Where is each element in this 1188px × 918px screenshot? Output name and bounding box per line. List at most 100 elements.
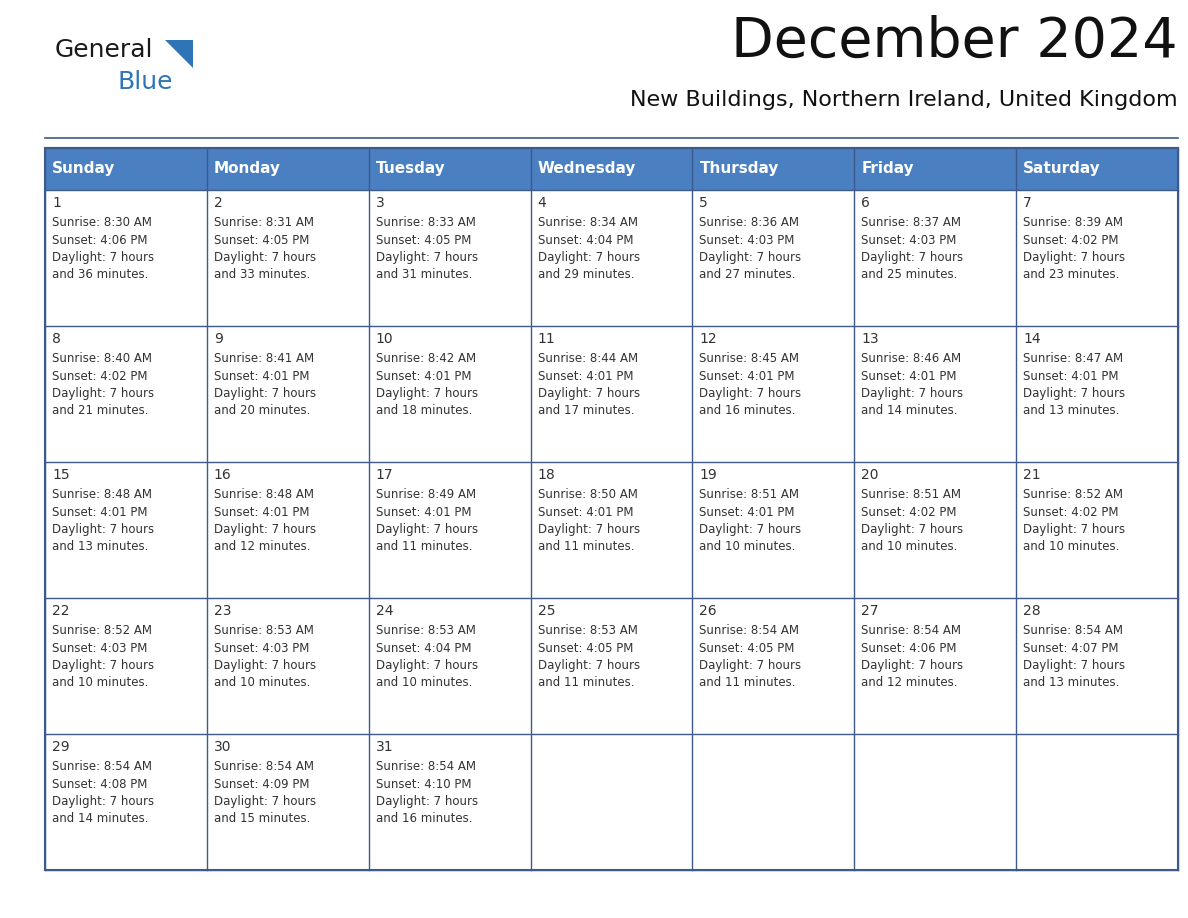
Text: Daylight: 7 hours: Daylight: 7 hours (375, 387, 478, 400)
Text: and 11 minutes.: and 11 minutes. (538, 677, 634, 689)
Text: Daylight: 7 hours: Daylight: 7 hours (214, 523, 316, 536)
Text: Daylight: 7 hours: Daylight: 7 hours (1023, 523, 1125, 536)
Text: December 2024: December 2024 (732, 15, 1178, 69)
Text: 15: 15 (52, 468, 70, 482)
Bar (693, 148, 854, 190)
Text: Daylight: 7 hours: Daylight: 7 hours (52, 523, 154, 536)
Text: Sunset: 4:09 PM: Sunset: 4:09 PM (214, 778, 309, 790)
Text: Sunset: 4:01 PM: Sunset: 4:01 PM (538, 370, 633, 383)
Text: 25: 25 (538, 604, 555, 618)
Text: Sunrise: 8:54 AM: Sunrise: 8:54 AM (214, 760, 314, 773)
Text: Sunset: 4:05 PM: Sunset: 4:05 PM (700, 642, 795, 655)
Text: Daylight: 7 hours: Daylight: 7 hours (538, 387, 639, 400)
Text: 9: 9 (214, 332, 222, 346)
Text: and 12 minutes.: and 12 minutes. (214, 541, 310, 554)
Text: Daylight: 7 hours: Daylight: 7 hours (861, 523, 963, 536)
Text: Sunrise: 8:51 AM: Sunrise: 8:51 AM (861, 488, 961, 501)
Text: 12: 12 (700, 332, 718, 346)
Bar (45, 148, 207, 190)
Text: Sunset: 4:01 PM: Sunset: 4:01 PM (214, 506, 309, 519)
Text: and 13 minutes.: and 13 minutes. (1023, 677, 1119, 689)
Text: and 16 minutes.: and 16 minutes. (700, 405, 796, 418)
Text: Daylight: 7 hours: Daylight: 7 hours (375, 659, 478, 672)
Text: Sunset: 4:02 PM: Sunset: 4:02 PM (52, 370, 147, 383)
Text: Sunset: 4:01 PM: Sunset: 4:01 PM (538, 506, 633, 519)
Text: Sunrise: 8:54 AM: Sunrise: 8:54 AM (861, 624, 961, 637)
Bar (531, 148, 693, 190)
Text: Daylight: 7 hours: Daylight: 7 hours (861, 387, 963, 400)
Text: Sunset: 4:02 PM: Sunset: 4:02 PM (1023, 233, 1119, 247)
Text: Friday: Friday (861, 162, 914, 176)
Text: Sunrise: 8:30 AM: Sunrise: 8:30 AM (52, 216, 152, 229)
Text: Daylight: 7 hours: Daylight: 7 hours (538, 659, 639, 672)
Text: and 13 minutes.: and 13 minutes. (52, 541, 148, 554)
Text: Sunset: 4:04 PM: Sunset: 4:04 PM (538, 233, 633, 247)
Text: and 27 minutes.: and 27 minutes. (700, 268, 796, 282)
Text: and 31 minutes.: and 31 minutes. (375, 268, 472, 282)
Text: Monday: Monday (214, 162, 280, 176)
Text: Sunrise: 8:46 AM: Sunrise: 8:46 AM (861, 352, 961, 365)
Text: Daylight: 7 hours: Daylight: 7 hours (700, 659, 802, 672)
Text: and 10 minutes.: and 10 minutes. (52, 677, 148, 689)
Text: 1: 1 (52, 196, 61, 210)
Text: Daylight: 7 hours: Daylight: 7 hours (214, 251, 316, 264)
Text: and 18 minutes.: and 18 minutes. (375, 405, 472, 418)
Text: and 10 minutes.: and 10 minutes. (861, 541, 958, 554)
Text: Sunrise: 8:53 AM: Sunrise: 8:53 AM (214, 624, 314, 637)
Text: and 10 minutes.: and 10 minutes. (375, 677, 472, 689)
Text: Sunrise: 8:48 AM: Sunrise: 8:48 AM (52, 488, 152, 501)
Text: Daylight: 7 hours: Daylight: 7 hours (375, 795, 478, 808)
Text: Sunrise: 8:40 AM: Sunrise: 8:40 AM (52, 352, 152, 365)
Text: 16: 16 (214, 468, 232, 482)
Text: Sunrise: 8:54 AM: Sunrise: 8:54 AM (52, 760, 152, 773)
Text: Blue: Blue (116, 70, 172, 94)
Text: Sunrise: 8:52 AM: Sunrise: 8:52 AM (1023, 488, 1123, 501)
Text: and 11 minutes.: and 11 minutes. (700, 677, 796, 689)
Text: and 10 minutes.: and 10 minutes. (700, 541, 796, 554)
Text: 10: 10 (375, 332, 393, 346)
Text: Daylight: 7 hours: Daylight: 7 hours (700, 523, 802, 536)
Text: 30: 30 (214, 740, 232, 754)
Text: Sunset: 4:01 PM: Sunset: 4:01 PM (700, 506, 795, 519)
Text: Sunset: 4:10 PM: Sunset: 4:10 PM (375, 778, 472, 790)
Text: Daylight: 7 hours: Daylight: 7 hours (861, 659, 963, 672)
Text: Sunrise: 8:44 AM: Sunrise: 8:44 AM (538, 352, 638, 365)
Text: Sunset: 4:01 PM: Sunset: 4:01 PM (700, 370, 795, 383)
Text: 26: 26 (700, 604, 718, 618)
Text: Daylight: 7 hours: Daylight: 7 hours (700, 251, 802, 264)
Text: Sunrise: 8:54 AM: Sunrise: 8:54 AM (375, 760, 475, 773)
Text: Sunrise: 8:45 AM: Sunrise: 8:45 AM (700, 352, 800, 365)
Text: and 10 minutes.: and 10 minutes. (214, 677, 310, 689)
Text: 5: 5 (700, 196, 708, 210)
Text: Saturday: Saturday (1023, 162, 1101, 176)
Text: 13: 13 (861, 332, 879, 346)
Text: Daylight: 7 hours: Daylight: 7 hours (52, 795, 154, 808)
Text: 2: 2 (214, 196, 222, 210)
Text: Sunset: 4:08 PM: Sunset: 4:08 PM (52, 778, 147, 790)
Text: Sunrise: 8:41 AM: Sunrise: 8:41 AM (214, 352, 314, 365)
Text: Sunset: 4:01 PM: Sunset: 4:01 PM (375, 370, 472, 383)
Text: and 11 minutes.: and 11 minutes. (538, 541, 634, 554)
Text: Sunset: 4:05 PM: Sunset: 4:05 PM (538, 642, 633, 655)
Text: Thursday: Thursday (700, 162, 779, 176)
Text: and 10 minutes.: and 10 minutes. (1023, 541, 1119, 554)
Text: 24: 24 (375, 604, 393, 618)
Text: Daylight: 7 hours: Daylight: 7 hours (538, 523, 639, 536)
Text: 7: 7 (1023, 196, 1032, 210)
Text: 17: 17 (375, 468, 393, 482)
Text: Daylight: 7 hours: Daylight: 7 hours (52, 659, 154, 672)
Text: and 17 minutes.: and 17 minutes. (538, 405, 634, 418)
Text: Sunset: 4:03 PM: Sunset: 4:03 PM (52, 642, 147, 655)
Text: and 29 minutes.: and 29 minutes. (538, 268, 634, 282)
Text: Daylight: 7 hours: Daylight: 7 hours (538, 251, 639, 264)
Polygon shape (165, 40, 192, 68)
Text: Sunset: 4:02 PM: Sunset: 4:02 PM (1023, 506, 1119, 519)
Text: 11: 11 (538, 332, 555, 346)
Text: Sunrise: 8:49 AM: Sunrise: 8:49 AM (375, 488, 476, 501)
Text: Sunset: 4:05 PM: Sunset: 4:05 PM (214, 233, 309, 247)
Text: Daylight: 7 hours: Daylight: 7 hours (214, 659, 316, 672)
Text: Sunrise: 8:52 AM: Sunrise: 8:52 AM (52, 624, 152, 637)
Text: Sunset: 4:01 PM: Sunset: 4:01 PM (1023, 370, 1119, 383)
Text: Wednesday: Wednesday (538, 162, 636, 176)
Text: Daylight: 7 hours: Daylight: 7 hours (1023, 659, 1125, 672)
